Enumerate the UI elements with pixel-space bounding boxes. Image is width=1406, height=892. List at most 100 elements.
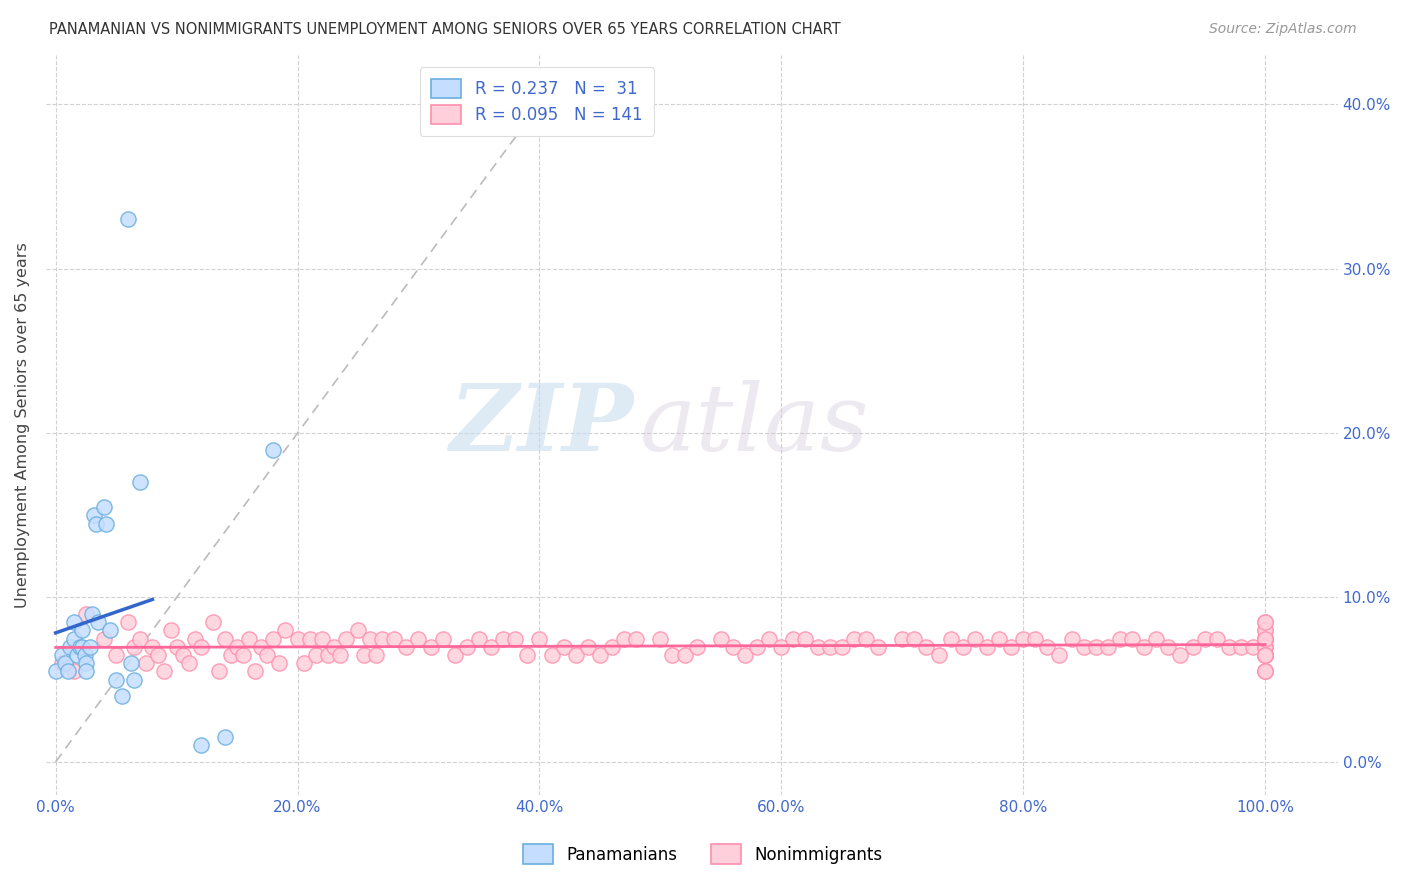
Point — [66, 648, 89, 662]
Point — [292, 657, 315, 671]
Point — [298, 632, 321, 646]
Point — [214, 730, 236, 744]
Point — [721, 640, 744, 654]
Point — [45, 665, 67, 679]
Point — [395, 640, 418, 654]
Point — [1157, 640, 1180, 654]
Point — [1254, 640, 1277, 654]
Point — [903, 632, 925, 646]
Point — [963, 632, 986, 646]
Point — [1254, 665, 1277, 679]
Point — [214, 632, 236, 646]
Point — [745, 640, 768, 654]
Point — [141, 640, 163, 654]
Point — [75, 665, 97, 679]
Point — [347, 624, 370, 638]
Point — [1254, 624, 1277, 638]
Point — [1254, 632, 1277, 646]
Point — [432, 632, 454, 646]
Point — [1254, 648, 1277, 662]
Point — [503, 632, 526, 646]
Point — [93, 632, 115, 646]
Point — [758, 632, 780, 646]
Point — [120, 657, 142, 671]
Point — [250, 640, 273, 654]
Point — [256, 648, 278, 662]
Point — [1254, 648, 1277, 662]
Point — [492, 632, 515, 646]
Point — [190, 640, 212, 654]
Legend: R = 0.237   N =  31, R = 0.095   N = 141: R = 0.237 N = 31, R = 0.095 N = 141 — [419, 67, 654, 136]
Point — [1012, 632, 1035, 646]
Point — [1254, 624, 1277, 638]
Point — [408, 632, 430, 646]
Point — [232, 648, 254, 662]
Point — [928, 648, 950, 662]
Point — [51, 648, 73, 662]
Legend: Panamanians, Nonimmigrants: Panamanians, Nonimmigrants — [517, 838, 889, 871]
Point — [855, 632, 877, 646]
Point — [589, 648, 612, 662]
Point — [287, 632, 309, 646]
Point — [891, 632, 914, 646]
Point — [129, 475, 152, 490]
Y-axis label: Unemployment Among Seniors over 65 years: Unemployment Among Seniors over 65 years — [15, 242, 30, 607]
Point — [84, 516, 107, 531]
Point — [72, 624, 94, 638]
Point — [613, 632, 636, 646]
Point — [269, 657, 291, 671]
Point — [1254, 648, 1277, 662]
Point — [939, 632, 962, 646]
Point — [75, 607, 97, 621]
Point — [75, 657, 97, 671]
Point — [311, 632, 333, 646]
Point — [1109, 632, 1132, 646]
Text: Source: ZipAtlas.com: Source: ZipAtlas.com — [1209, 22, 1357, 37]
Point — [166, 640, 188, 654]
Point — [105, 648, 128, 662]
Text: ZIP: ZIP — [450, 380, 634, 470]
Point — [83, 508, 105, 523]
Point — [122, 640, 145, 654]
Point — [87, 615, 110, 629]
Point — [600, 640, 623, 654]
Point — [419, 640, 441, 654]
Point — [1254, 632, 1277, 646]
Point — [1049, 648, 1071, 662]
Point — [868, 640, 890, 654]
Point — [226, 640, 249, 654]
Point — [540, 648, 562, 662]
Point — [1205, 632, 1227, 646]
Point — [1254, 632, 1277, 646]
Point — [335, 632, 357, 646]
Point — [96, 516, 118, 531]
Point — [262, 632, 284, 646]
Point — [1254, 648, 1277, 662]
Point — [93, 500, 115, 514]
Point — [818, 640, 841, 654]
Point — [1254, 665, 1277, 679]
Point — [148, 648, 170, 662]
Point — [1036, 640, 1059, 654]
Point — [1073, 640, 1095, 654]
Point — [135, 657, 157, 671]
Point — [382, 632, 405, 646]
Point — [1097, 640, 1119, 654]
Point — [1254, 648, 1277, 662]
Point — [73, 648, 96, 662]
Point — [468, 632, 491, 646]
Point — [1254, 665, 1277, 679]
Point — [98, 624, 121, 638]
Point — [208, 665, 231, 679]
Point — [51, 657, 73, 671]
Point — [915, 640, 938, 654]
Point — [1218, 640, 1240, 654]
Point — [1241, 640, 1264, 654]
Point — [117, 615, 139, 629]
Point — [976, 640, 998, 654]
Point — [305, 648, 328, 662]
Point — [1254, 632, 1277, 646]
Point — [245, 665, 267, 679]
Point — [53, 657, 76, 671]
Point — [56, 665, 79, 679]
